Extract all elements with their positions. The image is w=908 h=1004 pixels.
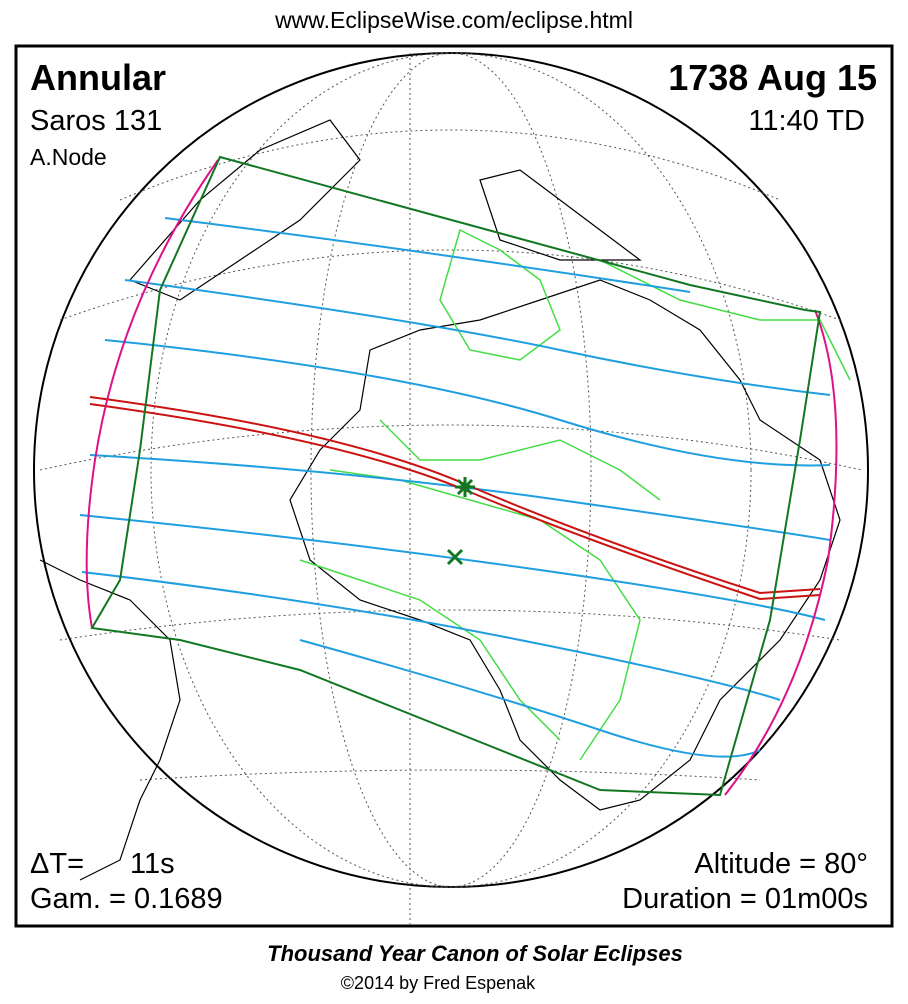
delta-t-label: ΔT= xyxy=(30,848,84,880)
date: 1738 Aug 15 xyxy=(668,57,877,98)
duration: Duration = 01m00s xyxy=(622,883,868,915)
node: A.Node xyxy=(30,144,107,170)
globe xyxy=(33,52,869,925)
saros: Saros 131 xyxy=(30,105,162,137)
footer-title: Thousand Year Canon of Solar Eclipses xyxy=(267,941,683,966)
url: www.EclipseWise.com/eclipse.html xyxy=(274,7,633,33)
time: 11:40 TD xyxy=(748,105,865,137)
eclipse-type: Annular xyxy=(30,57,166,98)
footer-credit: ©2014 by Fred Espenak xyxy=(341,973,536,993)
delta-t-value: 11s xyxy=(130,848,175,880)
altitude: Altitude = 80° xyxy=(694,848,868,880)
gamma: Gam. = 0.1689 xyxy=(30,883,223,915)
